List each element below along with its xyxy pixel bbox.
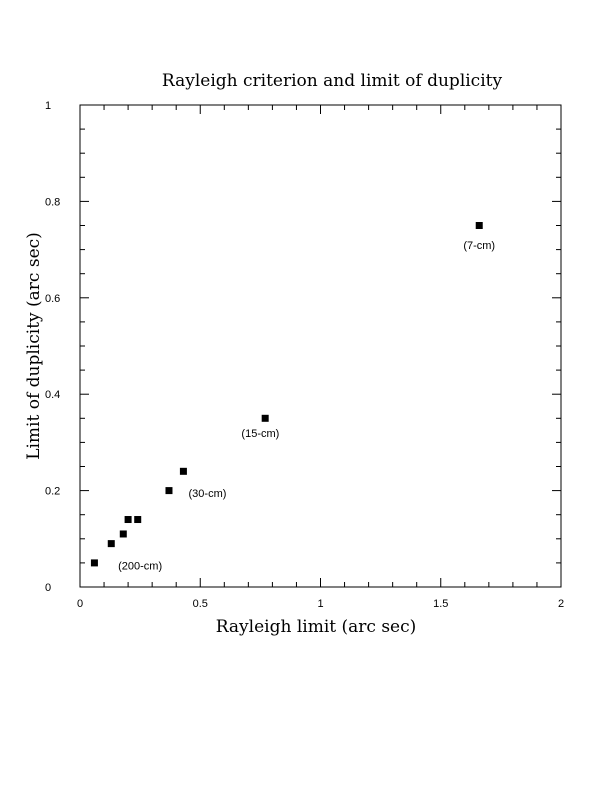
data-point <box>107 540 115 548</box>
point-annotations: (200-cm) (30-cm) (15-cm) (7-cm) <box>118 240 495 573</box>
axis-ticks <box>79 104 562 588</box>
x-tick-label: 1.5 <box>433 598 448 610</box>
y-tick-label: 0 <box>45 582 51 594</box>
point-annotation: (7-cm) <box>463 240 495 252</box>
y-tick-label: 0.8 <box>45 196 60 208</box>
y-tick-label: 0.4 <box>45 389 60 401</box>
data-point <box>124 516 132 524</box>
y-axis-label: Limit of duplicity (arc sec) <box>24 232 44 460</box>
data-point <box>90 559 98 567</box>
x-tick-label: 0 <box>77 598 83 610</box>
data-point <box>261 414 269 422</box>
x-tick-label: 2 <box>558 598 564 610</box>
y-tick-label: 0.6 <box>45 293 60 305</box>
x-tick-label: 0.5 <box>193 598 208 610</box>
y-tick-label: 0.2 <box>45 486 60 498</box>
data-point <box>119 530 127 538</box>
x-tick-label: 1 <box>317 598 323 610</box>
point-annotation: (200-cm) <box>118 560 162 572</box>
data-point <box>165 487 173 495</box>
plot-frame <box>79 104 562 588</box>
y-tick-label: 1 <box>45 100 51 112</box>
data-points <box>90 222 483 567</box>
x-axis-label: Rayleigh limit (arc sec) <box>216 617 417 637</box>
point-annotation: (30-cm) <box>189 488 227 500</box>
point-annotation: (15-cm) <box>241 428 279 440</box>
data-point <box>475 222 483 229</box>
tick-labels: 0 0.5 1 1.5 2 0 0.2 0.4 0.6 0.8 1 <box>45 100 564 610</box>
data-point <box>134 516 142 524</box>
data-point <box>179 467 187 475</box>
chart-title: Rayleigh criterion and limit of duplicit… <box>162 71 503 91</box>
